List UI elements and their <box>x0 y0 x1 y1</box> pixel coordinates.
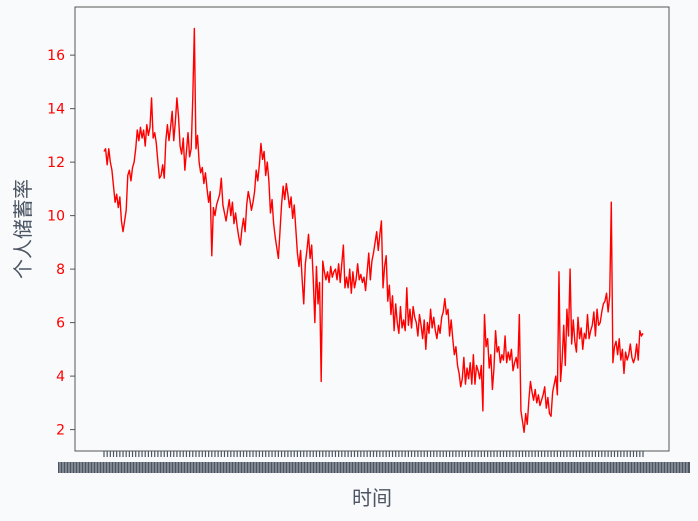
y-axis-ticks: 2 4 6 8 10 12 14 16 <box>47 48 75 439</box>
y-tick-label: 16 <box>47 48 65 64</box>
x-tick-labels-overlapping <box>58 462 690 473</box>
plot-area <box>74 6 670 452</box>
y-tick-label: 10 <box>47 209 65 225</box>
y-tick-label: 4 <box>56 369 65 385</box>
y-tick-label: 14 <box>47 102 65 118</box>
x-axis-title: 时间 <box>352 486 392 510</box>
x-axis-ticks <box>58 451 690 473</box>
y-axis-title: 个人储蓄率 <box>11 179 35 279</box>
y-tick-label: 2 <box>56 423 65 439</box>
y-tick-label: 12 <box>47 155 65 171</box>
series-line <box>103 27 644 433</box>
y-tick-label: 8 <box>56 262 65 278</box>
y-tick-label: 6 <box>56 316 65 332</box>
